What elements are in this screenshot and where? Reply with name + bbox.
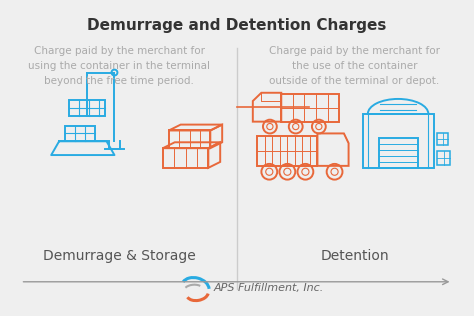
- Text: Demurrage and Detention Charges: Demurrage and Detention Charges: [87, 19, 387, 33]
- Text: Charge paid by the merchant for
the use of the container
outside of the terminal: Charge paid by the merchant for the use …: [269, 46, 440, 86]
- Bar: [363, 114, 434, 168]
- Text: Charge paid by the merchant for
using the container in the terminal
beyond the f: Charge paid by the merchant for using th…: [28, 46, 210, 86]
- Text: APS Fulfillment, Inc.: APS Fulfillment, Inc.: [213, 283, 324, 293]
- Bar: [379, 138, 418, 168]
- Bar: [65, 125, 95, 141]
- Bar: [437, 151, 450, 165]
- Bar: [69, 100, 105, 116]
- Bar: [437, 133, 448, 145]
- Text: Detention: Detention: [320, 249, 389, 263]
- Text: Demurrage & Storage: Demurrage & Storage: [43, 249, 196, 263]
